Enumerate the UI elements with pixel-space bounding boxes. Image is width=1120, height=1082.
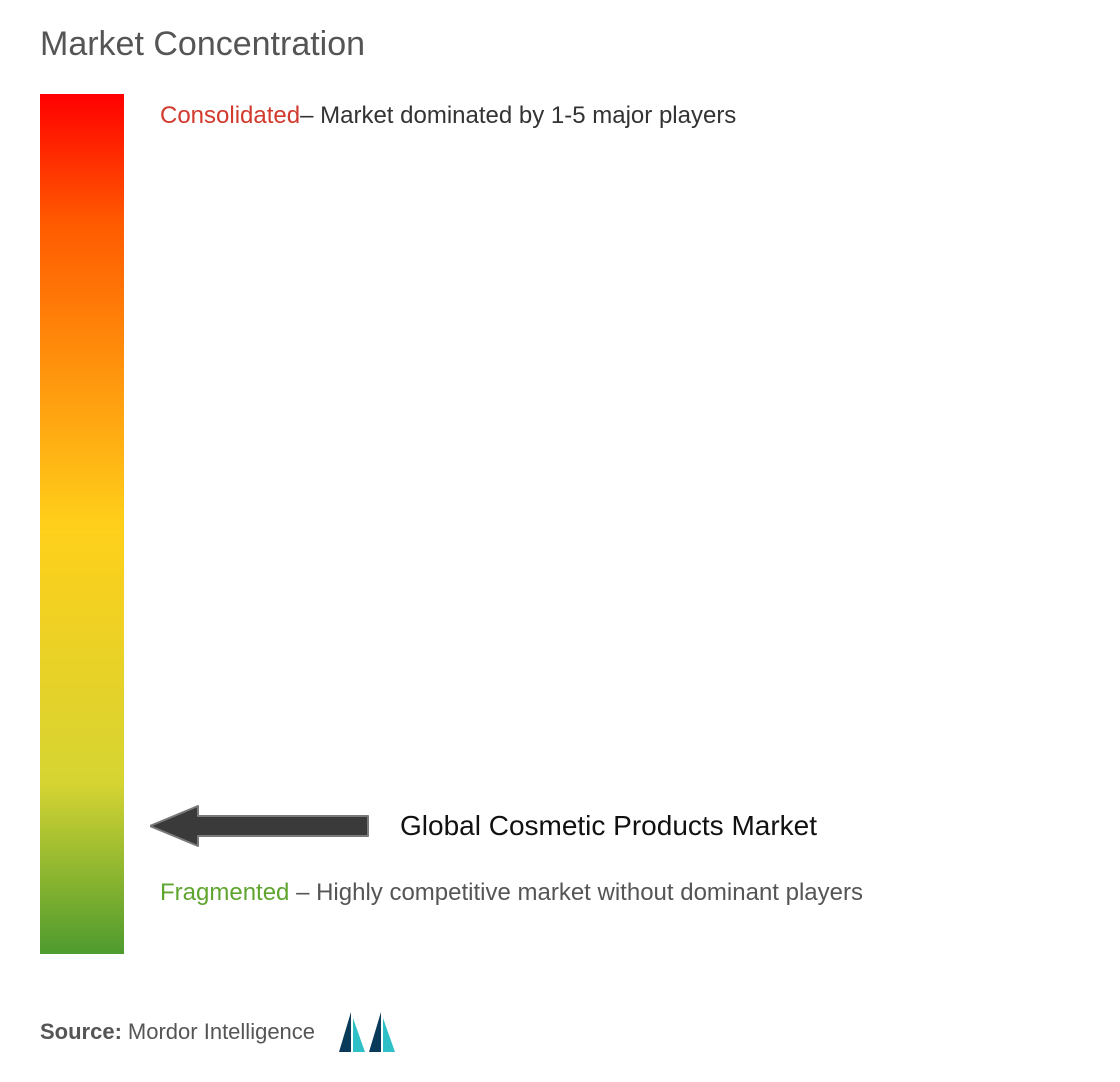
chart-title: Market Concentration <box>40 25 1080 64</box>
arrow-left-icon <box>150 804 370 848</box>
market-marker-label: Global Cosmetic Products Market <box>400 810 817 842</box>
fragmented-keyword: Fragmented <box>160 879 289 906</box>
source-row: Source: Mordor Intelligence <box>40 1012 395 1052</box>
mordor-logo-icon <box>339 1012 395 1052</box>
fragmented-label: Fragmented – Highly competitive market w… <box>160 874 863 912</box>
consolidated-description: – Market dominated by 1-5 major players <box>300 102 736 129</box>
consolidated-label: Consolidated– Market dominated by 1-5 ma… <box>160 99 736 133</box>
source-name: Mordor Intelligence <box>128 1019 315 1045</box>
chart-area: Consolidated– Market dominated by 1-5 ma… <box>40 94 1080 964</box>
consolidated-keyword: Consolidated <box>160 102 300 129</box>
fragmented-description: – Highly competitive market without domi… <box>289 879 863 906</box>
source-label: Source: <box>40 1019 122 1045</box>
concentration-gradient-bar <box>40 94 124 954</box>
market-marker-row: Global Cosmetic Products Market <box>150 804 817 848</box>
